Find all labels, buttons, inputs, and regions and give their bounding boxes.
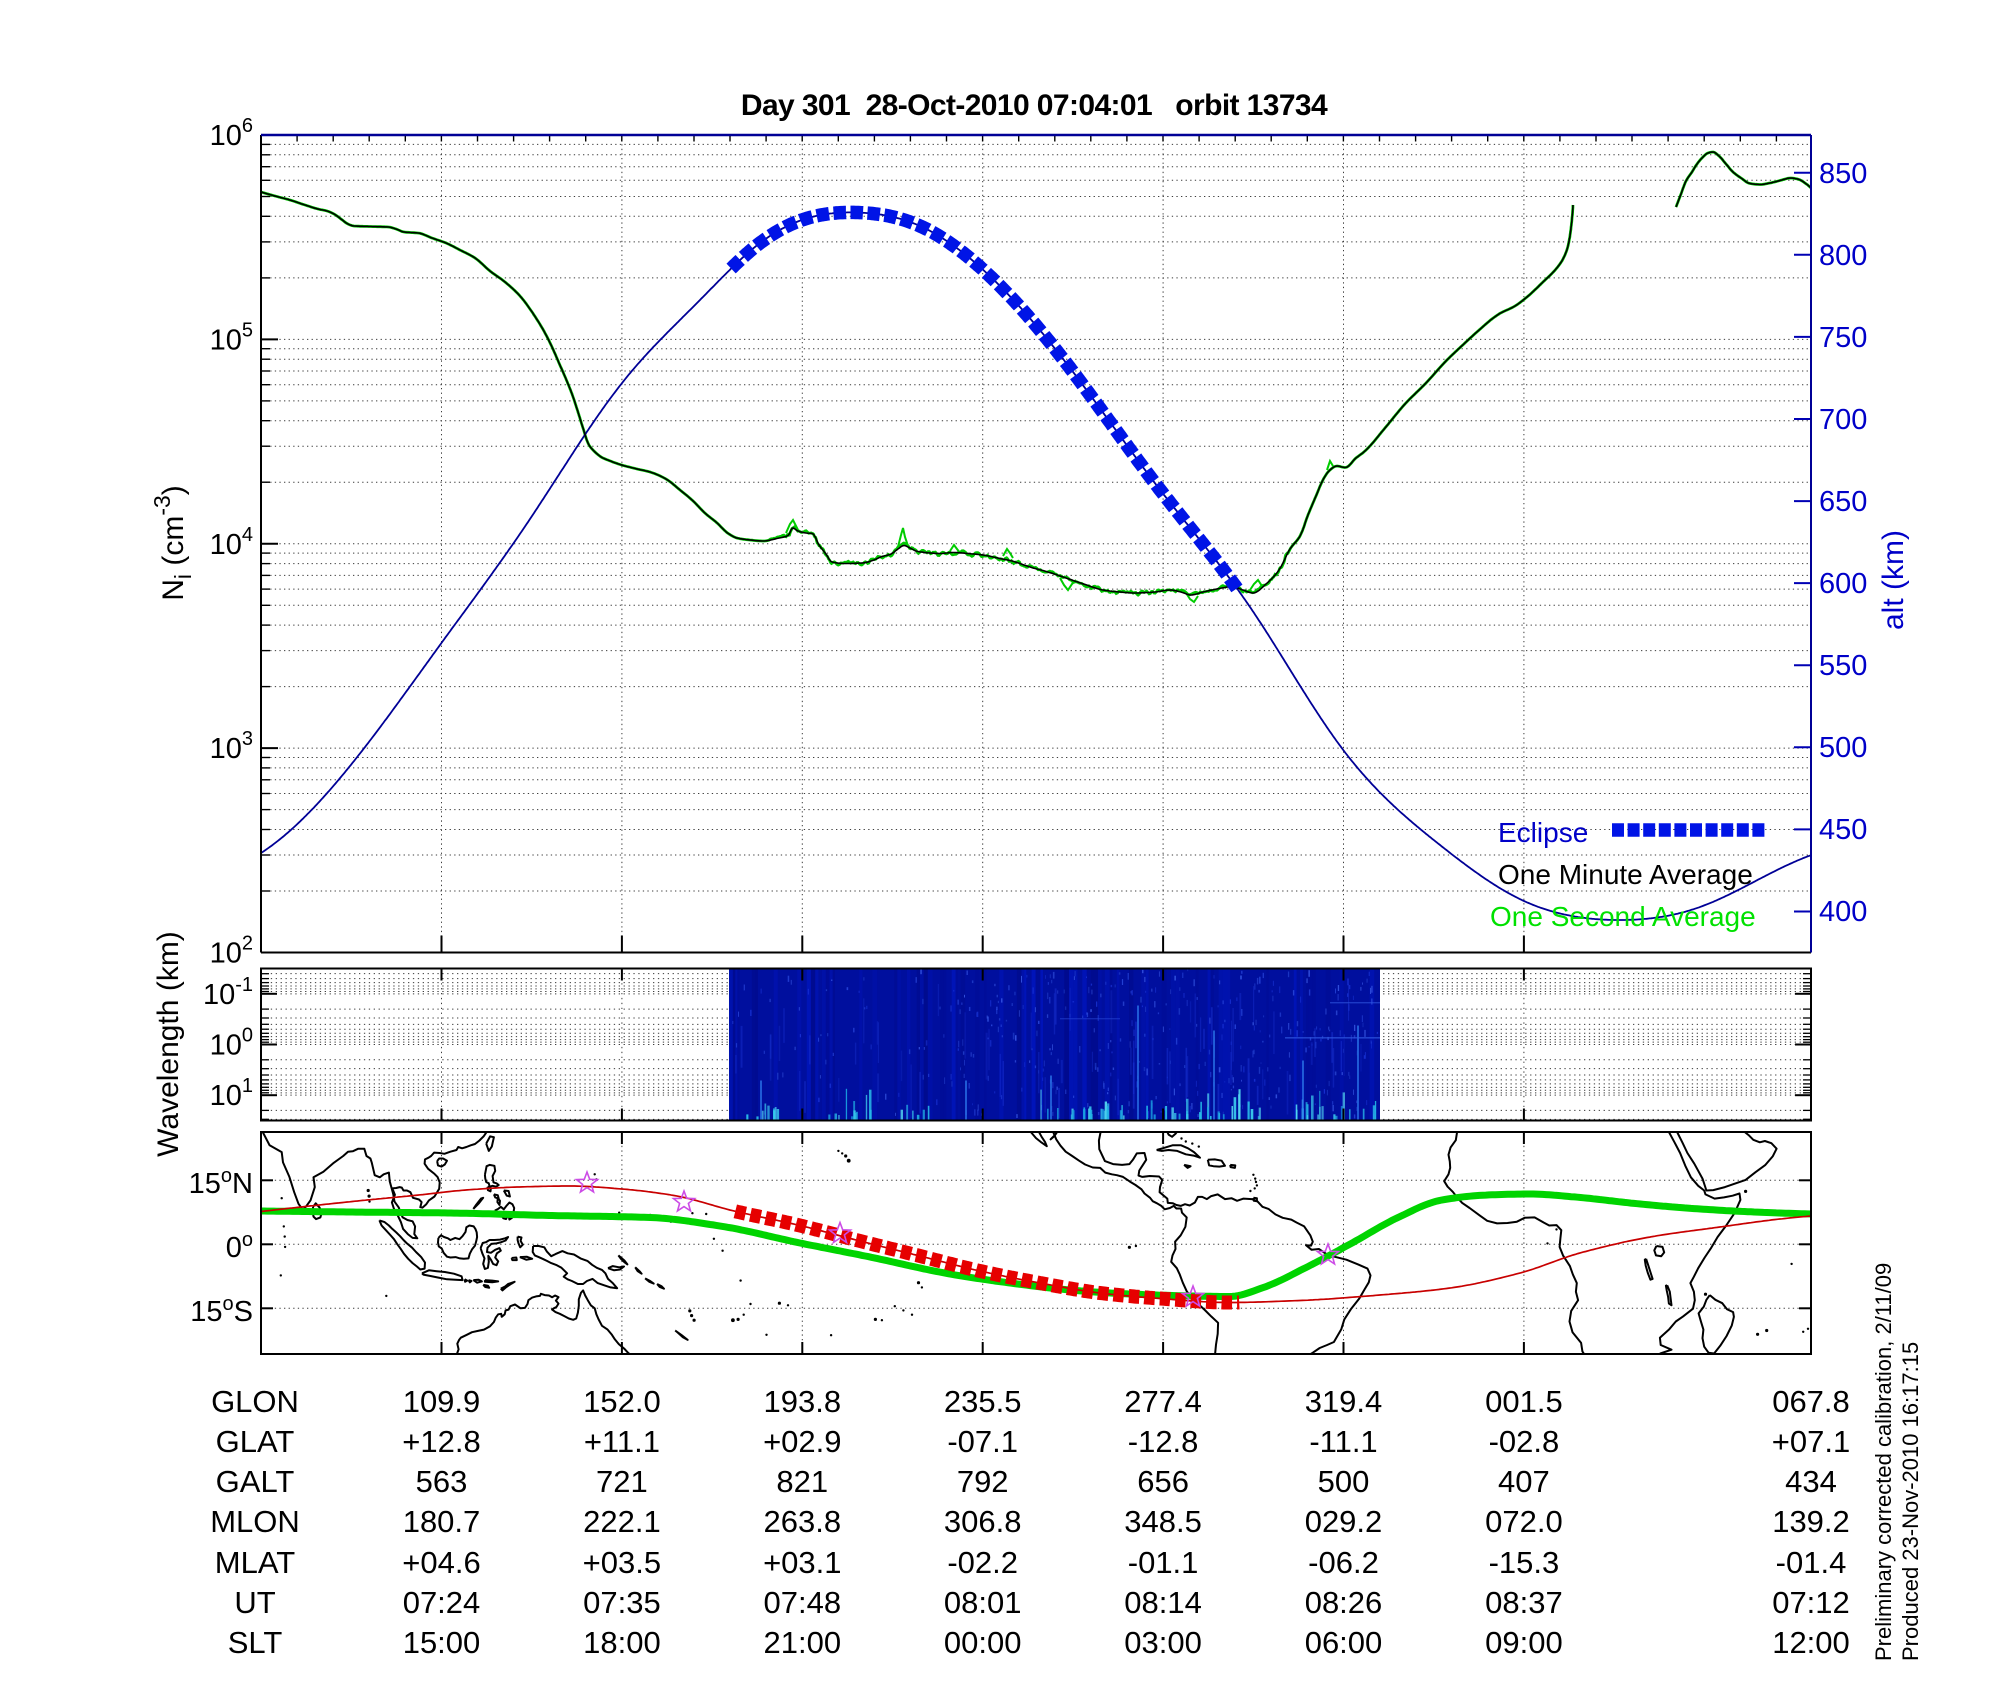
svg-text:Preliminary corrected calibrat: Preliminary corrected calibration, 2/11/… xyxy=(1871,1263,1896,1661)
svg-text:-07.1: -07.1 xyxy=(947,1424,1018,1459)
svg-text:-02.2: -02.2 xyxy=(947,1545,1018,1580)
svg-text:21:00: 21:00 xyxy=(764,1625,842,1660)
svg-text:08:37: 08:37 xyxy=(1485,1585,1563,1620)
svg-text:12:00: 12:00 xyxy=(1772,1625,1850,1660)
svg-text:00:00: 00:00 xyxy=(944,1625,1022,1660)
svg-text:08:01: 08:01 xyxy=(944,1585,1022,1620)
svg-text:139.2: 139.2 xyxy=(1772,1504,1850,1539)
svg-text:09:00: 09:00 xyxy=(1485,1625,1563,1660)
svg-text:+12.8: +12.8 xyxy=(402,1424,480,1459)
svg-text:-06.2: -06.2 xyxy=(1308,1545,1379,1580)
svg-text:700: 700 xyxy=(1819,404,1867,436)
svg-text:07:48: 07:48 xyxy=(764,1585,842,1620)
svg-text:-01.1: -01.1 xyxy=(1128,1545,1199,1580)
svg-text:+07.1: +07.1 xyxy=(1772,1424,1850,1459)
svg-text:alt (km): alt (km) xyxy=(1877,530,1910,630)
svg-text:222.1: 222.1 xyxy=(583,1504,661,1539)
svg-text:Wavelength (km): Wavelength (km) xyxy=(152,931,185,1157)
svg-text:-01.4: -01.4 xyxy=(1776,1545,1847,1580)
svg-text:GLON: GLON xyxy=(211,1384,299,1419)
svg-text:434: 434 xyxy=(1785,1464,1837,1499)
svg-text:750: 750 xyxy=(1819,322,1867,354)
svg-text:15oN: 15oN xyxy=(189,1165,253,1200)
svg-text:306.8: 306.8 xyxy=(944,1504,1022,1539)
svg-text:07:35: 07:35 xyxy=(583,1585,661,1620)
svg-text:-02.8: -02.8 xyxy=(1489,1424,1560,1459)
svg-text:GALT: GALT xyxy=(216,1464,295,1499)
svg-text:550: 550 xyxy=(1819,650,1867,682)
svg-text:07:24: 07:24 xyxy=(403,1585,481,1620)
svg-text:109.9: 109.9 xyxy=(403,1384,481,1419)
svg-text:SLT: SLT xyxy=(228,1625,283,1660)
svg-text:500: 500 xyxy=(1819,732,1867,764)
svg-text:450: 450 xyxy=(1819,814,1867,846)
svg-text:18:00: 18:00 xyxy=(583,1625,661,1660)
svg-text:263.8: 263.8 xyxy=(764,1504,842,1539)
svg-text:08:14: 08:14 xyxy=(1124,1585,1202,1620)
svg-text:650: 650 xyxy=(1819,486,1867,518)
svg-text:821: 821 xyxy=(776,1464,828,1499)
svg-text:Produced 23-Nov-2010 16:17:15: Produced 23-Nov-2010 16:17:15 xyxy=(1898,1342,1923,1661)
svg-text:UT: UT xyxy=(234,1585,275,1620)
svg-text:407: 407 xyxy=(1498,1464,1550,1499)
svg-text:800: 800 xyxy=(1819,240,1867,272)
svg-text:15:00: 15:00 xyxy=(403,1625,481,1660)
svg-text:+02.9: +02.9 xyxy=(763,1424,841,1459)
svg-text:277.4: 277.4 xyxy=(1124,1384,1202,1419)
svg-text:03:00: 03:00 xyxy=(1124,1625,1202,1660)
svg-text:07:12: 07:12 xyxy=(1772,1585,1850,1620)
svg-text:348.5: 348.5 xyxy=(1124,1504,1202,1539)
svg-text:-15.3: -15.3 xyxy=(1489,1545,1560,1580)
svg-text:+04.6: +04.6 xyxy=(402,1545,480,1580)
svg-text:Ni (cm-3): Ni (cm-3) xyxy=(149,485,196,601)
svg-text:792: 792 xyxy=(957,1464,1009,1499)
svg-text:072.0: 072.0 xyxy=(1485,1504,1563,1539)
svg-text:152.0: 152.0 xyxy=(583,1384,661,1419)
svg-text:029.2: 029.2 xyxy=(1305,1504,1383,1539)
svg-text:721: 721 xyxy=(596,1464,648,1499)
svg-text:500: 500 xyxy=(1318,1464,1370,1499)
svg-text:563: 563 xyxy=(416,1464,468,1499)
svg-text:15oS: 15oS xyxy=(190,1293,253,1328)
svg-text:+03.1: +03.1 xyxy=(763,1545,841,1580)
svg-text:067.8: 067.8 xyxy=(1772,1384,1850,1419)
svg-text:400: 400 xyxy=(1819,896,1867,928)
svg-text:08:26: 08:26 xyxy=(1305,1585,1383,1620)
svg-text:-12.8: -12.8 xyxy=(1128,1424,1199,1459)
svg-text:850: 850 xyxy=(1819,158,1867,190)
svg-text:+03.5: +03.5 xyxy=(583,1545,661,1580)
svg-text:Eclipse: Eclipse xyxy=(1498,817,1588,848)
svg-text:656: 656 xyxy=(1137,1464,1189,1499)
svg-text:319.4: 319.4 xyxy=(1305,1384,1383,1419)
svg-text:One Second Average: One Second Average xyxy=(1490,901,1756,932)
svg-text:180.7: 180.7 xyxy=(403,1504,481,1539)
svg-text:600: 600 xyxy=(1819,568,1867,600)
svg-text:MLON: MLON xyxy=(210,1504,300,1539)
svg-text:06:00: 06:00 xyxy=(1305,1625,1383,1660)
svg-text:+11.1: +11.1 xyxy=(584,1424,660,1459)
svg-text:One Minute Average: One Minute Average xyxy=(1498,859,1753,890)
svg-text:MLAT: MLAT xyxy=(215,1545,295,1580)
svg-text:GLAT: GLAT xyxy=(216,1424,295,1459)
svg-text:193.8: 193.8 xyxy=(764,1384,842,1419)
svg-text:235.5: 235.5 xyxy=(944,1384,1022,1419)
svg-text:001.5: 001.5 xyxy=(1485,1384,1563,1419)
svg-text:-11.1: -11.1 xyxy=(1309,1424,1377,1459)
svg-text:Day 301 28-Oct-2010 07:04:01: Day 301 28-Oct-2010 07:04:01 orbit 13734 xyxy=(741,89,1328,122)
